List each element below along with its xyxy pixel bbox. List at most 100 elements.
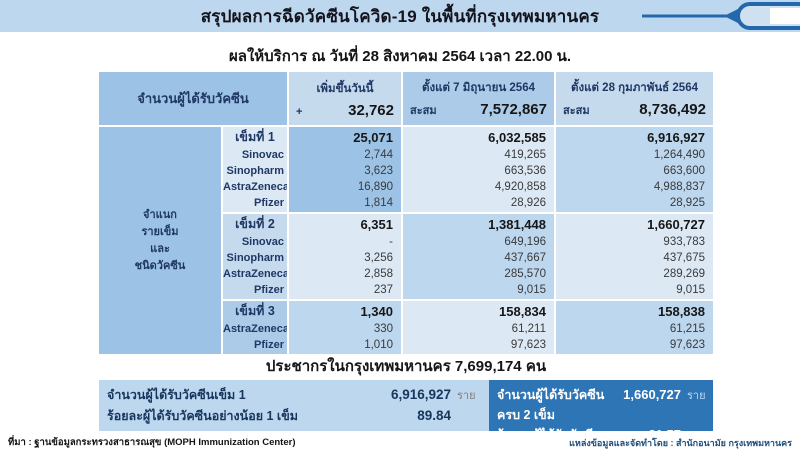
summary-dose2-count-value: 1,660,727 bbox=[623, 387, 681, 402]
dose1-today-total: 25,071 bbox=[353, 130, 393, 145]
vaccine-name: AstraZeneca bbox=[223, 181, 287, 193]
vaccine-today: 2,744 bbox=[364, 149, 393, 161]
vaccine-name: Pfizer bbox=[254, 197, 284, 209]
sidebar-line: และ bbox=[150, 243, 170, 255]
sidebar-line: รายเข็ม bbox=[141, 226, 179, 238]
vaccine-feb: 4,988,837 bbox=[653, 181, 705, 193]
vaccine-jun: 28,926 bbox=[510, 197, 546, 209]
syringe-icon bbox=[642, 2, 800, 30]
vaccine-today: 237 bbox=[373, 284, 393, 296]
dose2-title: เข็มที่ 2 bbox=[235, 217, 275, 231]
dose1-feb-total: 6,916,927 bbox=[647, 130, 705, 145]
dose1-today-values: 25,071 2,744 3,623 16,890 1,814 bbox=[289, 127, 401, 212]
dose2-feb-values: 1,660,727 933,783 437,675 289,269 9,015 bbox=[556, 214, 713, 299]
vaccine-feb: 933,783 bbox=[663, 236, 705, 248]
dose3-feb-total: 158,838 bbox=[658, 304, 705, 319]
vaccine-name: Sinovac bbox=[241, 236, 284, 248]
header-col-today: เพิ่มขึ้นวันนี้ + 32,762 bbox=[289, 72, 401, 125]
vaccine-feb: 663,600 bbox=[663, 165, 705, 177]
vaccine-name: Pfizer bbox=[254, 284, 284, 296]
dose3-labels: เข็มที่ 3 AstraZeneca Pfizer bbox=[223, 301, 287, 354]
vaccine-feb: 1,264,490 bbox=[653, 149, 705, 161]
table-header-row: จำนวนผู้ได้รับวัคซีน เพิ่มขึ้นวันนี้ + 3… bbox=[99, 72, 713, 125]
vaccine-today: 16,890 bbox=[357, 181, 393, 193]
header-feb-value: 8,736,492 bbox=[639, 101, 706, 118]
vaccine-today: - bbox=[389, 236, 393, 248]
vaccine-jun: 4,920,858 bbox=[494, 181, 546, 193]
header-corner-label: จำนวนผู้ได้รับวัคซีน bbox=[99, 72, 287, 125]
dose2-block: เข็มที่ 2 Sinovac Sinopharm AstraZeneca … bbox=[223, 214, 713, 299]
header-feb-title: ตั้งแต่ 28 กุมภาพันธ์ 2564 bbox=[571, 82, 698, 94]
dose2-today-values: 6,351 - 3,256 2,858 237 bbox=[289, 214, 401, 299]
dose3-today-total: 1,340 bbox=[360, 304, 393, 319]
summary-dose1-count-unit: ราย bbox=[457, 390, 476, 402]
vaccination-table: จำนวนผู้ได้รับวัคซีน เพิ่มขึ้นวันนี้ + 3… bbox=[99, 72, 713, 354]
dose1-title: เข็มที่ 1 bbox=[235, 130, 275, 144]
sidebar-line: จำแนก bbox=[143, 209, 177, 221]
dose1-block: เข็มที่ 1 Sinovac Sinopharm AstraZeneca … bbox=[223, 127, 713, 212]
dose2-today-total: 6,351 bbox=[360, 217, 393, 232]
summary-row: ร้อยละผู้ได้รับวัคซีนอย่างน้อย 1 เข็ม 89… bbox=[107, 406, 483, 426]
vaccine-feb: 9,015 bbox=[676, 284, 705, 296]
title-bar: สรุปผลการฉีดวัคซีนโควิด-19 ในพื้นที่กรุง… bbox=[0, 0, 800, 32]
vaccine-today: 3,256 bbox=[364, 252, 393, 264]
summary-dose2-count-unit: ราย bbox=[687, 390, 706, 402]
vaccine-today: 1,814 bbox=[364, 197, 393, 209]
sidebar-category-label: จำแนก รายเข็ม และ ชนิดวัคซีน bbox=[99, 127, 221, 354]
footer-credit: แหล่งข้อมูลและจัดทำโดย : สำนักอนามัย กรุ… bbox=[569, 438, 792, 448]
vaccine-jun: 419,265 bbox=[504, 149, 546, 161]
header-jun-cumlabel: สะสม bbox=[410, 105, 437, 117]
vaccine-name: AstraZeneca bbox=[223, 268, 287, 280]
table-body: จำแนก รายเข็ม และ ชนิดวัคซีน เข็มที่ 1 S… bbox=[99, 127, 713, 354]
vaccine-feb: 28,925 bbox=[669, 197, 705, 209]
summary-dose2-pct-value: 21.57 bbox=[648, 427, 681, 442]
header-today-title: เพิ่มขึ้นวันนี้ bbox=[316, 82, 374, 95]
vaccine-feb: 289,269 bbox=[663, 268, 705, 280]
summary-dose1-count-label: จำนวนผู้ได้รับวัคซีนเข็ม 1 bbox=[107, 388, 246, 402]
summary-dose2-box: จำนวนผู้ได้รับวัคซีนครบ 2 เข็ม 1,660,727… bbox=[489, 380, 713, 462]
header-today-value: 32,762 bbox=[348, 101, 394, 119]
vaccine-today: 3,623 bbox=[364, 165, 393, 177]
dose3-jun-values: 158,834 61,211 97,623 bbox=[403, 301, 554, 354]
vaccine-name: AstraZeneca bbox=[223, 323, 287, 335]
vaccine-jun: 97,623 bbox=[510, 339, 546, 351]
dose3-title: เข็มที่ 3 bbox=[235, 304, 275, 318]
vaccine-jun: 437,667 bbox=[504, 252, 546, 264]
dose1-labels: เข็มที่ 1 Sinovac Sinopharm AstraZeneca … bbox=[223, 127, 287, 212]
vaccine-name: Pfizer bbox=[254, 339, 284, 351]
vaccine-feb: 437,675 bbox=[663, 252, 705, 264]
vaccine-feb: 61,215 bbox=[669, 323, 705, 335]
vaccine-jun: 9,015 bbox=[517, 284, 546, 296]
vaccine-name: Sinovac bbox=[241, 149, 284, 161]
dose2-labels: เข็มที่ 2 Sinovac Sinopharm AstraZeneca … bbox=[223, 214, 287, 299]
dose1-feb-values: 6,916,927 1,264,490 663,600 4,988,837 28… bbox=[556, 127, 713, 212]
vaccine-jun: 285,570 bbox=[504, 268, 546, 280]
dose3-block: เข็มที่ 3 AstraZeneca Pfizer 1,340 330 1… bbox=[223, 301, 713, 354]
summary-dose1-count-value: 6,916,927 bbox=[390, 387, 451, 402]
vaccine-today: 330 bbox=[373, 323, 393, 335]
vaccine-jun: 663,536 bbox=[504, 165, 546, 177]
dose3-jun-total: 158,834 bbox=[499, 304, 546, 319]
vaccine-feb: 97,623 bbox=[669, 339, 705, 351]
vaccine-jun: 61,211 bbox=[511, 323, 546, 335]
dose2-jun-values: 1,381,448 649,196 437,667 285,570 9,015 bbox=[403, 214, 554, 299]
summary-dose1-box: จำนวนผู้ได้รับวัคซีนเข็ม 1 6,916,927 ราย… bbox=[99, 380, 489, 431]
dose1-jun-values: 6,032,585 419,265 663,536 4,920,858 28,9… bbox=[403, 127, 554, 212]
summary-row: จำนวนผู้ได้รับวัคซีนเข็ม 1 6,916,927 ราย bbox=[107, 385, 483, 405]
dose1-jun-total: 6,032,585 bbox=[488, 130, 546, 145]
summary-dose2-count-label: จำนวนผู้ได้รับวัคซีนครบ 2 เข็ม bbox=[497, 388, 605, 422]
header-col-since-feb: ตั้งแต่ 28 กุมภาพันธ์ 2564 สะสม 8,736,49… bbox=[556, 72, 713, 125]
header-col-since-jun: ตั้งแต่ 7 มิถุนายน 2564 สะสม 7,572,867 bbox=[403, 72, 554, 125]
vaccine-jun: 649,196 bbox=[504, 236, 546, 248]
page-title: สรุปผลการฉีดวัคซีนโควิด-19 ในพื้นที่กรุง… bbox=[200, 6, 600, 26]
summary-dose1-pct-value: 89.84 bbox=[417, 408, 451, 423]
summary-section: จำนวนผู้ได้รับวัคซีนเข็ม 1 6,916,927 ราย… bbox=[99, 380, 713, 462]
sidebar-line: ชนิดวัคซีน bbox=[134, 260, 186, 272]
report-datetime: ผลให้บริการ ณ วันที่ 28 สิงหาคม 2564 เวล… bbox=[228, 48, 572, 65]
header-today-plus: + bbox=[296, 105, 303, 118]
vaccine-today: 2,858 bbox=[364, 268, 393, 280]
dose2-feb-total: 1,660,727 bbox=[647, 217, 705, 232]
summary-dose1-pct-label: ร้อยละผู้ได้รับวัคซีนอย่างน้อย 1 เข็ม bbox=[107, 409, 298, 423]
dose3-feb-values: 158,838 61,215 97,623 bbox=[556, 301, 713, 354]
vaccine-name: Sinopharm bbox=[226, 252, 284, 264]
